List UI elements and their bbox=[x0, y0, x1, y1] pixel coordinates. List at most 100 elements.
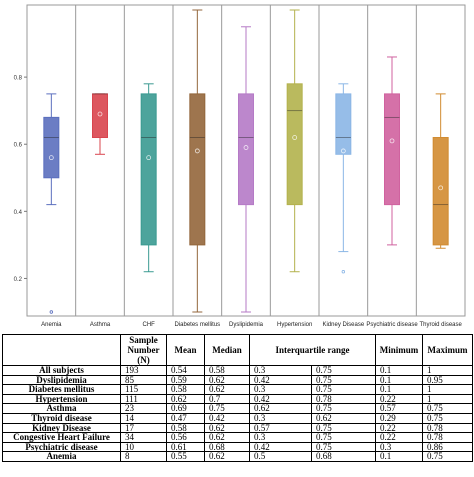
statistics-table: Sample Number (N) Mean Median Interquart… bbox=[2, 334, 474, 462]
table-row: Asthma 23 0.69 0.75 0.62 0.75 0.57 0.75 bbox=[2, 403, 474, 414]
box bbox=[335, 93, 352, 155]
x-tick-label: Hypertension bbox=[277, 322, 312, 328]
table-body: All subjects 193 0.54 0.58 0.3 0.75 0.1 1 Dyslip… bbox=[2, 365, 474, 462]
box-plot: 0.2 0.4 0.6 0.8 Anemia Asthma CHF Diabetes mell… bbox=[14, 4, 466, 328]
table-cell: 0.86 bbox=[422, 441, 474, 453]
outlier-point bbox=[341, 270, 346, 274]
table-cell: 0.3 bbox=[249, 432, 312, 443]
x-tick-label: CHF bbox=[142, 322, 155, 328]
mean-marker bbox=[146, 155, 152, 161]
box bbox=[384, 93, 400, 206]
x-tick-label: Diabetes mellitus bbox=[174, 322, 220, 328]
header-mean: Mean bbox=[166, 334, 205, 366]
table-cell: 111 bbox=[120, 393, 167, 405]
table-cell: 0.75 bbox=[422, 451, 474, 462]
row-label: Thyroid disease bbox=[2, 412, 121, 424]
box bbox=[189, 93, 206, 246]
table-cell: 0.29 bbox=[375, 412, 424, 424]
table-cell: 0.57 bbox=[375, 403, 424, 414]
table-cell: 0.69 bbox=[166, 403, 205, 414]
table-cell: 0.75 bbox=[422, 403, 474, 414]
table-cell: 0.1 bbox=[375, 374, 424, 386]
table-row: Dyslipidemia 85 0.59 0.62 0.42 0.75 0.1 0.95 bbox=[2, 374, 474, 386]
table-cell: 0.62 bbox=[310, 412, 377, 424]
mean-marker bbox=[194, 148, 200, 154]
table-cell: 10 bbox=[120, 441, 167, 453]
y-tick-label: 0.4 bbox=[14, 210, 23, 216]
table-cell: 0.56 bbox=[166, 432, 205, 443]
table-cell: 0.42 bbox=[249, 441, 312, 453]
table-cell: 193 bbox=[120, 365, 167, 376]
table-cell: 8 bbox=[120, 451, 167, 462]
table-row: Kidney Disease 17 0.58 0.62 0.57 0.75 0.22 0.78 bbox=[2, 422, 474, 434]
table-cell: 115 bbox=[120, 384, 167, 395]
table-cell: 17 bbox=[120, 422, 167, 434]
table-cell: 1 bbox=[422, 393, 474, 405]
row-label: Asthma bbox=[2, 403, 121, 414]
table-cell: 0.42 bbox=[249, 393, 312, 405]
table-cell: 0.61 bbox=[166, 441, 205, 453]
table-cell: 0.58 bbox=[166, 422, 205, 434]
box bbox=[432, 137, 449, 246]
header-maximum: Maximum bbox=[422, 334, 474, 366]
y-tick-label: 0.6 bbox=[14, 143, 23, 149]
table-row: Congestive Heart Failure 34 0.56 0.62 0.3 0.7… bbox=[2, 432, 474, 443]
row-label: Psychiatric disease bbox=[2, 441, 121, 453]
table-cell: 0.62 bbox=[204, 374, 250, 386]
table-cell: 0.58 bbox=[204, 365, 250, 376]
table-cell: 0.3 bbox=[249, 384, 312, 395]
table-cell: 0.5 bbox=[249, 451, 312, 462]
table-cell: 0.62 bbox=[204, 422, 250, 434]
table-cell: 0.1 bbox=[375, 365, 424, 376]
mean-marker bbox=[48, 155, 54, 161]
table-cell: 0.95 bbox=[422, 374, 474, 386]
table-cell: 0.7 bbox=[204, 393, 250, 405]
row-label: Dyslipidemia bbox=[2, 374, 121, 386]
table-cell: 0.42 bbox=[204, 412, 250, 424]
table-cell: 0.59 bbox=[166, 374, 205, 386]
table-cell: 0.78 bbox=[422, 432, 474, 443]
table-cell: 0.75 bbox=[310, 365, 377, 376]
table-cell: 0.75 bbox=[422, 412, 474, 424]
row-label: Diabetes mellitus bbox=[2, 384, 121, 395]
outlier-point bbox=[49, 310, 54, 314]
table-row: Anemia 8 0.55 0.62 0.5 0.68 0.1 0.75 bbox=[2, 451, 474, 462]
table-cell: 0.75 bbox=[310, 403, 377, 414]
header-median: Median bbox=[204, 334, 250, 366]
box bbox=[43, 116, 60, 179]
table-cell: 14 bbox=[120, 412, 167, 424]
table-cell: 0.3 bbox=[375, 441, 424, 453]
table-cell: 0.75 bbox=[310, 384, 377, 395]
table-cell: 0.22 bbox=[375, 393, 424, 405]
row-label: Hypertension bbox=[2, 393, 121, 405]
header-blank bbox=[2, 334, 121, 366]
table-cell: 0.68 bbox=[204, 441, 250, 453]
table-cell: 0.62 bbox=[166, 393, 205, 405]
mean-marker bbox=[340, 148, 346, 154]
table-cell: 0.42 bbox=[249, 374, 312, 386]
table-cell: 0.62 bbox=[249, 403, 312, 414]
table-cell: 0.75 bbox=[310, 422, 377, 434]
x-tick-label: Asthma bbox=[90, 322, 111, 328]
table-cell: 0.55 bbox=[166, 451, 205, 462]
table-cell: 0.62 bbox=[204, 451, 250, 462]
table-cell: 0.1 bbox=[375, 451, 424, 462]
table-cell: 34 bbox=[120, 432, 167, 443]
mean-marker bbox=[389, 138, 395, 144]
header-minimum: Minimum bbox=[375, 334, 424, 366]
table-cell: 0.47 bbox=[166, 412, 205, 424]
row-label: All subjects bbox=[2, 365, 121, 376]
row-label: Congestive Heart Failure bbox=[2, 432, 121, 443]
table-cell: 0.3 bbox=[249, 365, 312, 376]
box bbox=[140, 93, 157, 246]
table-cell: 1 bbox=[422, 384, 474, 395]
table-cell: 0.22 bbox=[375, 432, 424, 443]
row-label: Anemia bbox=[2, 451, 121, 462]
table-cell: 0.75 bbox=[310, 432, 377, 443]
table-cell: 0.68 bbox=[310, 451, 377, 462]
table-cell: 0.78 bbox=[422, 422, 474, 434]
table-cell: 0.3 bbox=[249, 412, 312, 424]
table-cell: 85 bbox=[120, 374, 167, 386]
header-interquartile-range: Interquartile range bbox=[248, 334, 377, 366]
